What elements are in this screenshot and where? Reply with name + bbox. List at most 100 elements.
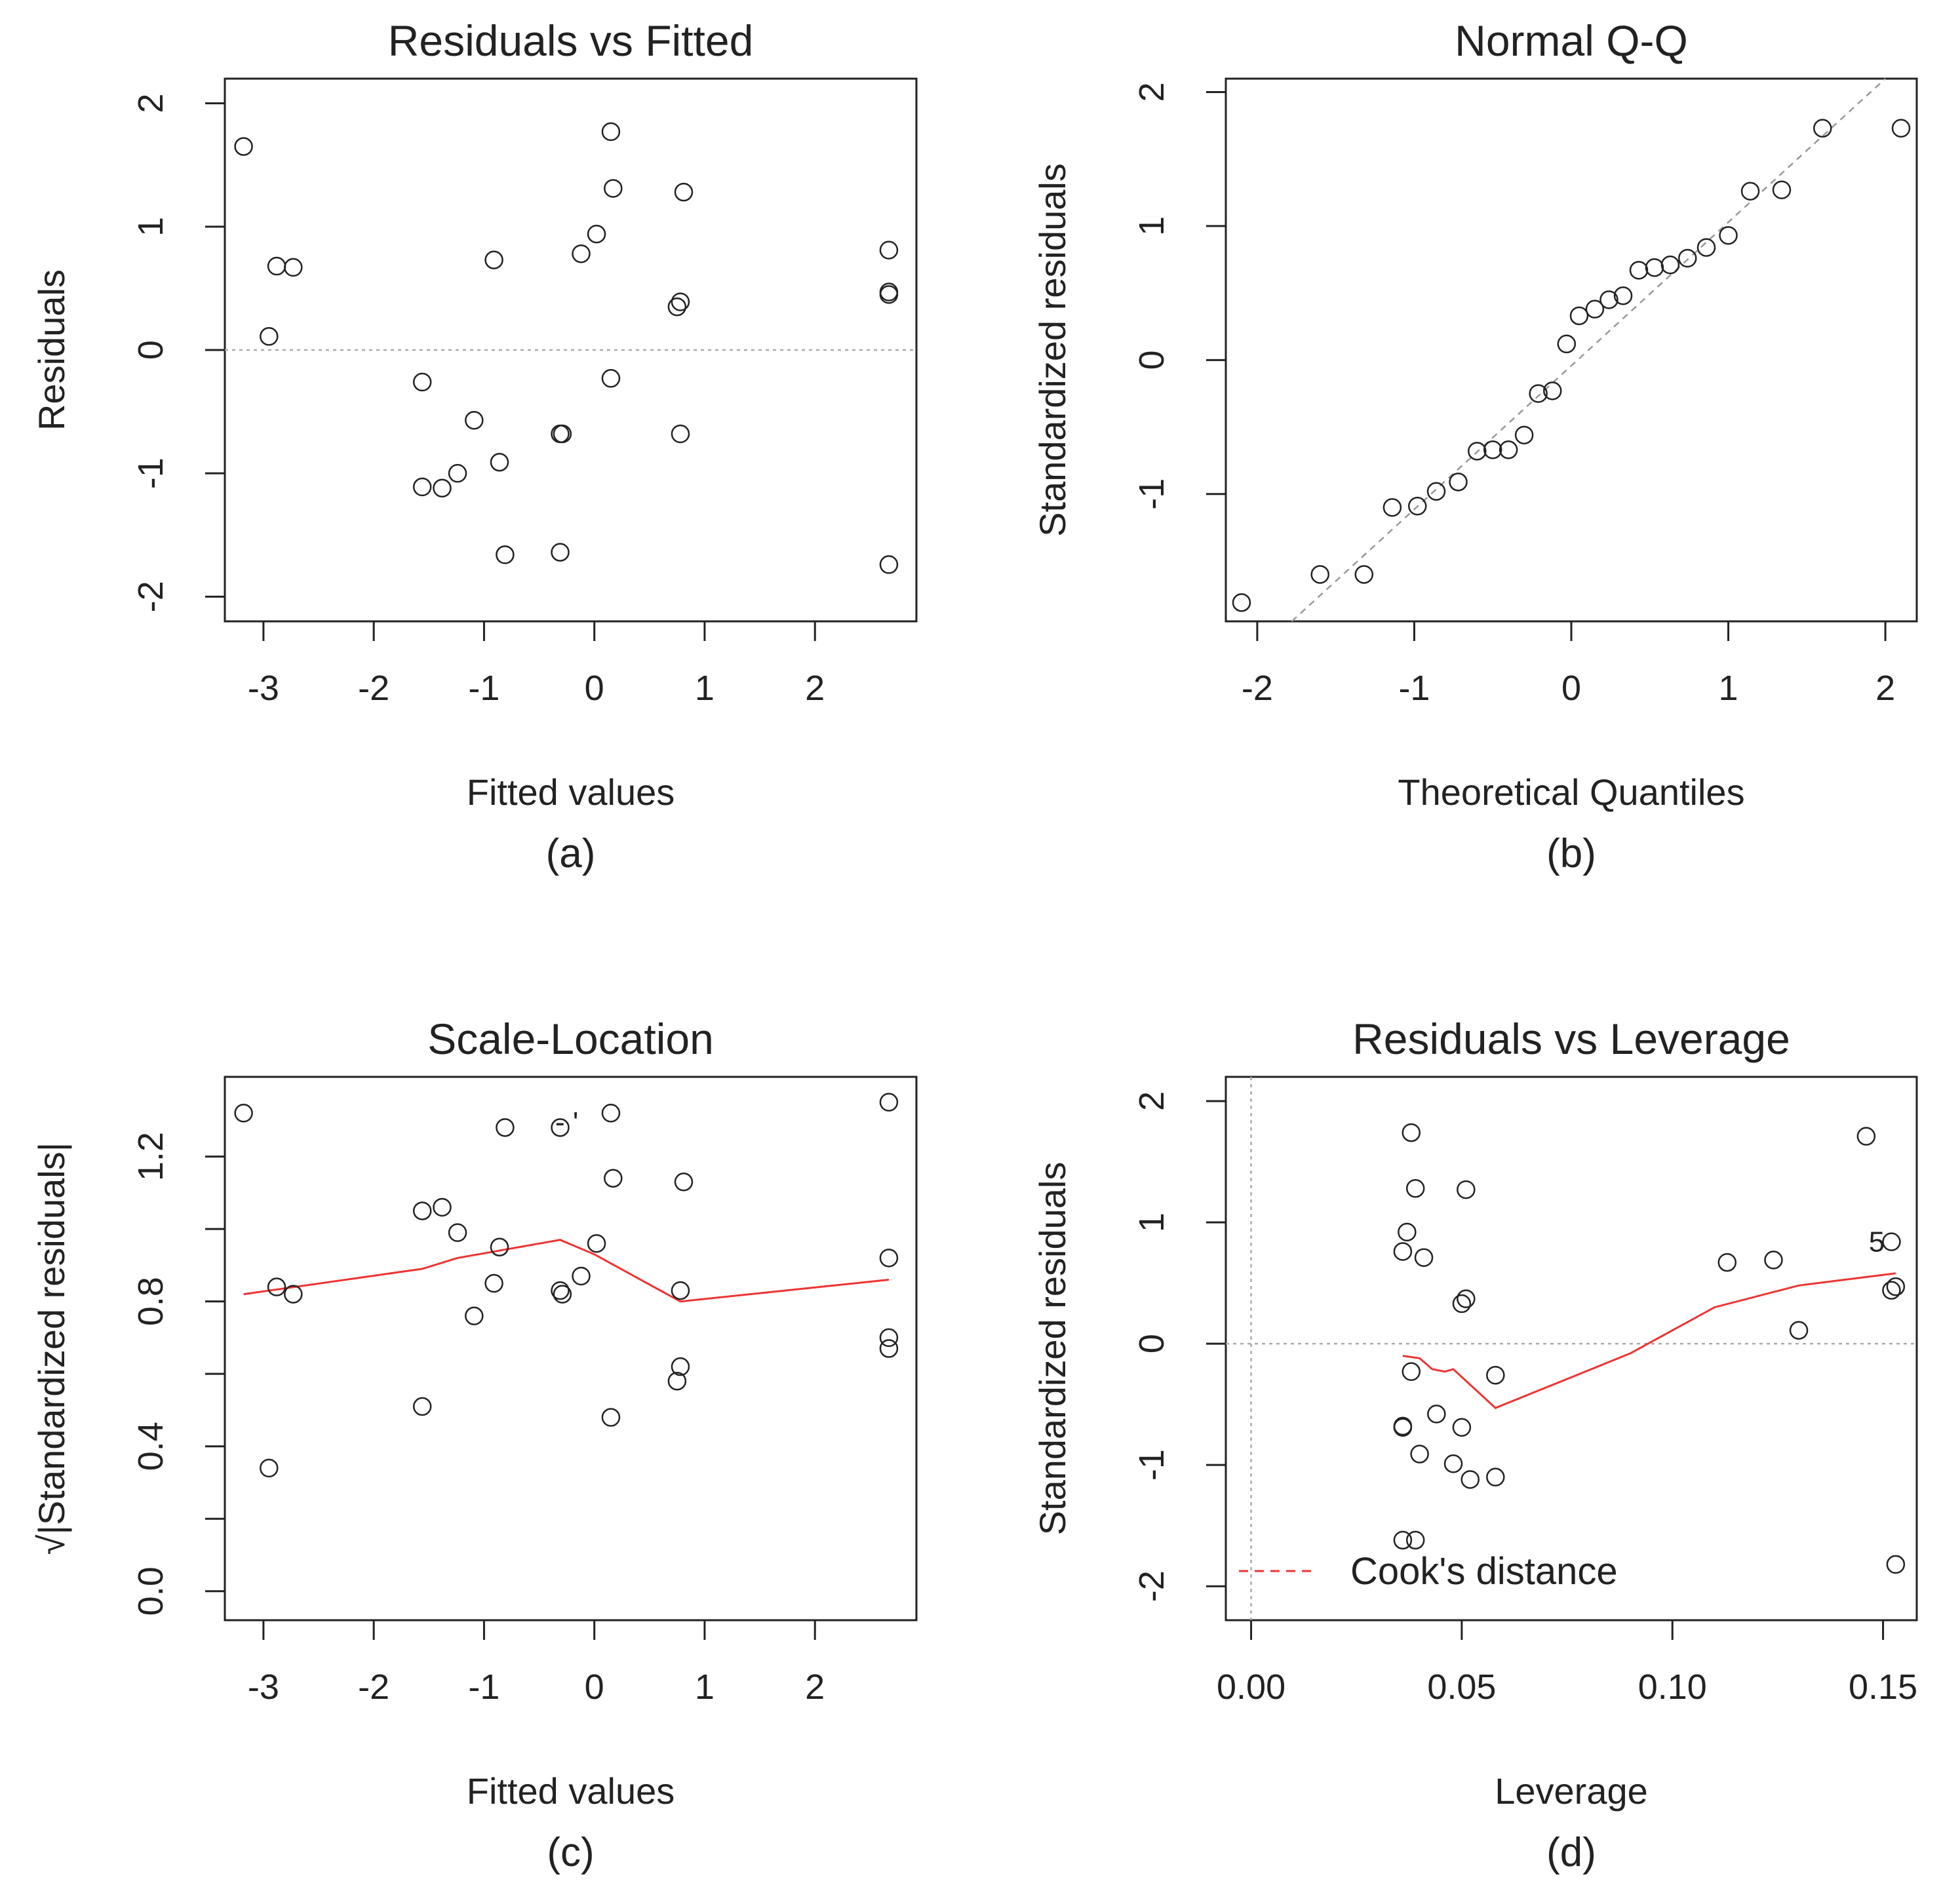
x-tick-label: 0.00 bbox=[1217, 1667, 1285, 1707]
data-point bbox=[1427, 1405, 1446, 1424]
y-tick-label: 2 bbox=[131, 94, 170, 113]
y-tick-label: 2 bbox=[1132, 1091, 1171, 1111]
data-point bbox=[604, 179, 623, 198]
data-point bbox=[1457, 1180, 1476, 1199]
data-point bbox=[601, 369, 621, 388]
panel-d: Residuals vs Leverage Leverage Standardize… bbox=[1032, 1015, 1918, 1875]
data-point bbox=[496, 545, 515, 564]
data-point bbox=[572, 1266, 591, 1286]
x-tick-label: -3 bbox=[248, 669, 279, 708]
y-tick-label: 1 bbox=[1132, 1213, 1171, 1232]
x-axis-label: Fitted values bbox=[467, 1770, 675, 1812]
x-tick-label: 2 bbox=[805, 1667, 825, 1707]
data-point bbox=[1886, 1277, 1906, 1296]
x-tick-label: 1 bbox=[1719, 669, 1738, 708]
data-point bbox=[1393, 1242, 1413, 1261]
data-point bbox=[1613, 286, 1633, 305]
data-point bbox=[667, 1371, 687, 1391]
x-tick-label: 0 bbox=[585, 669, 604, 708]
data-point bbox=[1764, 1251, 1783, 1270]
panel-a: Residuals vs Fitted Fitted values Residual… bbox=[31, 16, 918, 876]
data-point bbox=[1856, 1127, 1876, 1146]
legend-label-cooks-distance: Cook's distance bbox=[1350, 1550, 1618, 1593]
y-tick-label: -2 bbox=[1132, 1570, 1171, 1602]
data-point bbox=[412, 477, 432, 497]
data-point bbox=[1569, 306, 1589, 326]
data-point bbox=[551, 543, 570, 562]
data-point bbox=[601, 122, 621, 142]
data-point bbox=[1886, 1555, 1906, 1574]
data-point bbox=[484, 250, 503, 269]
x-tick-label: -1 bbox=[1398, 669, 1430, 708]
data-point bbox=[1407, 496, 1427, 516]
data-point bbox=[879, 241, 899, 260]
plot-frame bbox=[1225, 1076, 1918, 1622]
smooth-line bbox=[1402, 1272, 1896, 1409]
data-point bbox=[553, 424, 572, 444]
x-axis-label: Leverage bbox=[1495, 1770, 1648, 1812]
data-point bbox=[284, 258, 303, 277]
data-point bbox=[1514, 425, 1534, 445]
data-point bbox=[1354, 565, 1374, 584]
data-point bbox=[551, 1281, 570, 1300]
data-point bbox=[604, 1169, 623, 1188]
data-point bbox=[433, 1197, 452, 1217]
data-point bbox=[1599, 290, 1618, 309]
x-tick-label: 1 bbox=[695, 1667, 715, 1707]
data-point bbox=[1629, 261, 1649, 280]
data-point bbox=[260, 327, 279, 346]
data-point bbox=[1891, 119, 1911, 138]
data-point bbox=[412, 372, 432, 392]
plot-frame bbox=[1225, 77, 1918, 623]
y-tick-label: 0 bbox=[1132, 350, 1171, 370]
point-id-label: 5 bbox=[1869, 1226, 1885, 1258]
data-point bbox=[1645, 258, 1664, 277]
data-point bbox=[1486, 1467, 1505, 1486]
data-point bbox=[267, 1277, 286, 1296]
data-point bbox=[1789, 1321, 1809, 1340]
x-tick-label: -2 bbox=[358, 669, 389, 708]
data-point bbox=[1543, 381, 1562, 400]
data-point bbox=[601, 1104, 621, 1123]
data-point bbox=[1449, 473, 1468, 492]
data-point bbox=[1457, 1289, 1476, 1308]
panel-caption: (d) bbox=[1546, 1830, 1596, 1875]
data-point bbox=[1393, 1530, 1413, 1550]
smooth-line bbox=[243, 1239, 890, 1303]
data-point bbox=[1717, 1253, 1737, 1272]
y-tick-label: 0.4 bbox=[131, 1422, 170, 1471]
data-point bbox=[448, 463, 467, 483]
y-tick-label: 1 bbox=[131, 217, 170, 237]
y-tick-label: 0.0 bbox=[131, 1566, 170, 1616]
data-point bbox=[1483, 440, 1502, 459]
data-point bbox=[412, 1397, 432, 1416]
y-tick-label: 1 bbox=[1132, 216, 1171, 236]
x-tick-label: -2 bbox=[358, 1667, 389, 1707]
panel-caption: (a) bbox=[546, 831, 596, 876]
data-point bbox=[1486, 1365, 1505, 1385]
data-point bbox=[1410, 1445, 1429, 1464]
x-tick-label: 0.10 bbox=[1638, 1667, 1707, 1707]
data-point bbox=[433, 478, 452, 498]
data-point bbox=[1719, 225, 1738, 245]
data-point bbox=[879, 555, 899, 574]
data-point bbox=[496, 1118, 515, 1137]
data-point bbox=[667, 297, 687, 317]
data-point bbox=[1813, 119, 1832, 138]
x-axis-label: Fitted values bbox=[467, 771, 675, 813]
data-point bbox=[671, 1281, 690, 1300]
data-point bbox=[1678, 248, 1697, 268]
chart-title: Scale-Location bbox=[427, 1015, 714, 1063]
y-tick-label: 0.8 bbox=[131, 1277, 170, 1326]
data-point bbox=[674, 182, 694, 202]
data-point bbox=[484, 1273, 503, 1293]
data-point bbox=[572, 244, 591, 263]
x-tick-label: -2 bbox=[1242, 669, 1273, 708]
y-axis-label: Standardized residuals bbox=[1032, 163, 1073, 537]
data-point bbox=[671, 1357, 690, 1376]
x-axis-label: Theoretical Quantiles bbox=[1398, 771, 1744, 813]
data-point bbox=[879, 1249, 899, 1268]
data-point bbox=[1443, 1454, 1463, 1473]
data-point bbox=[879, 1093, 899, 1112]
